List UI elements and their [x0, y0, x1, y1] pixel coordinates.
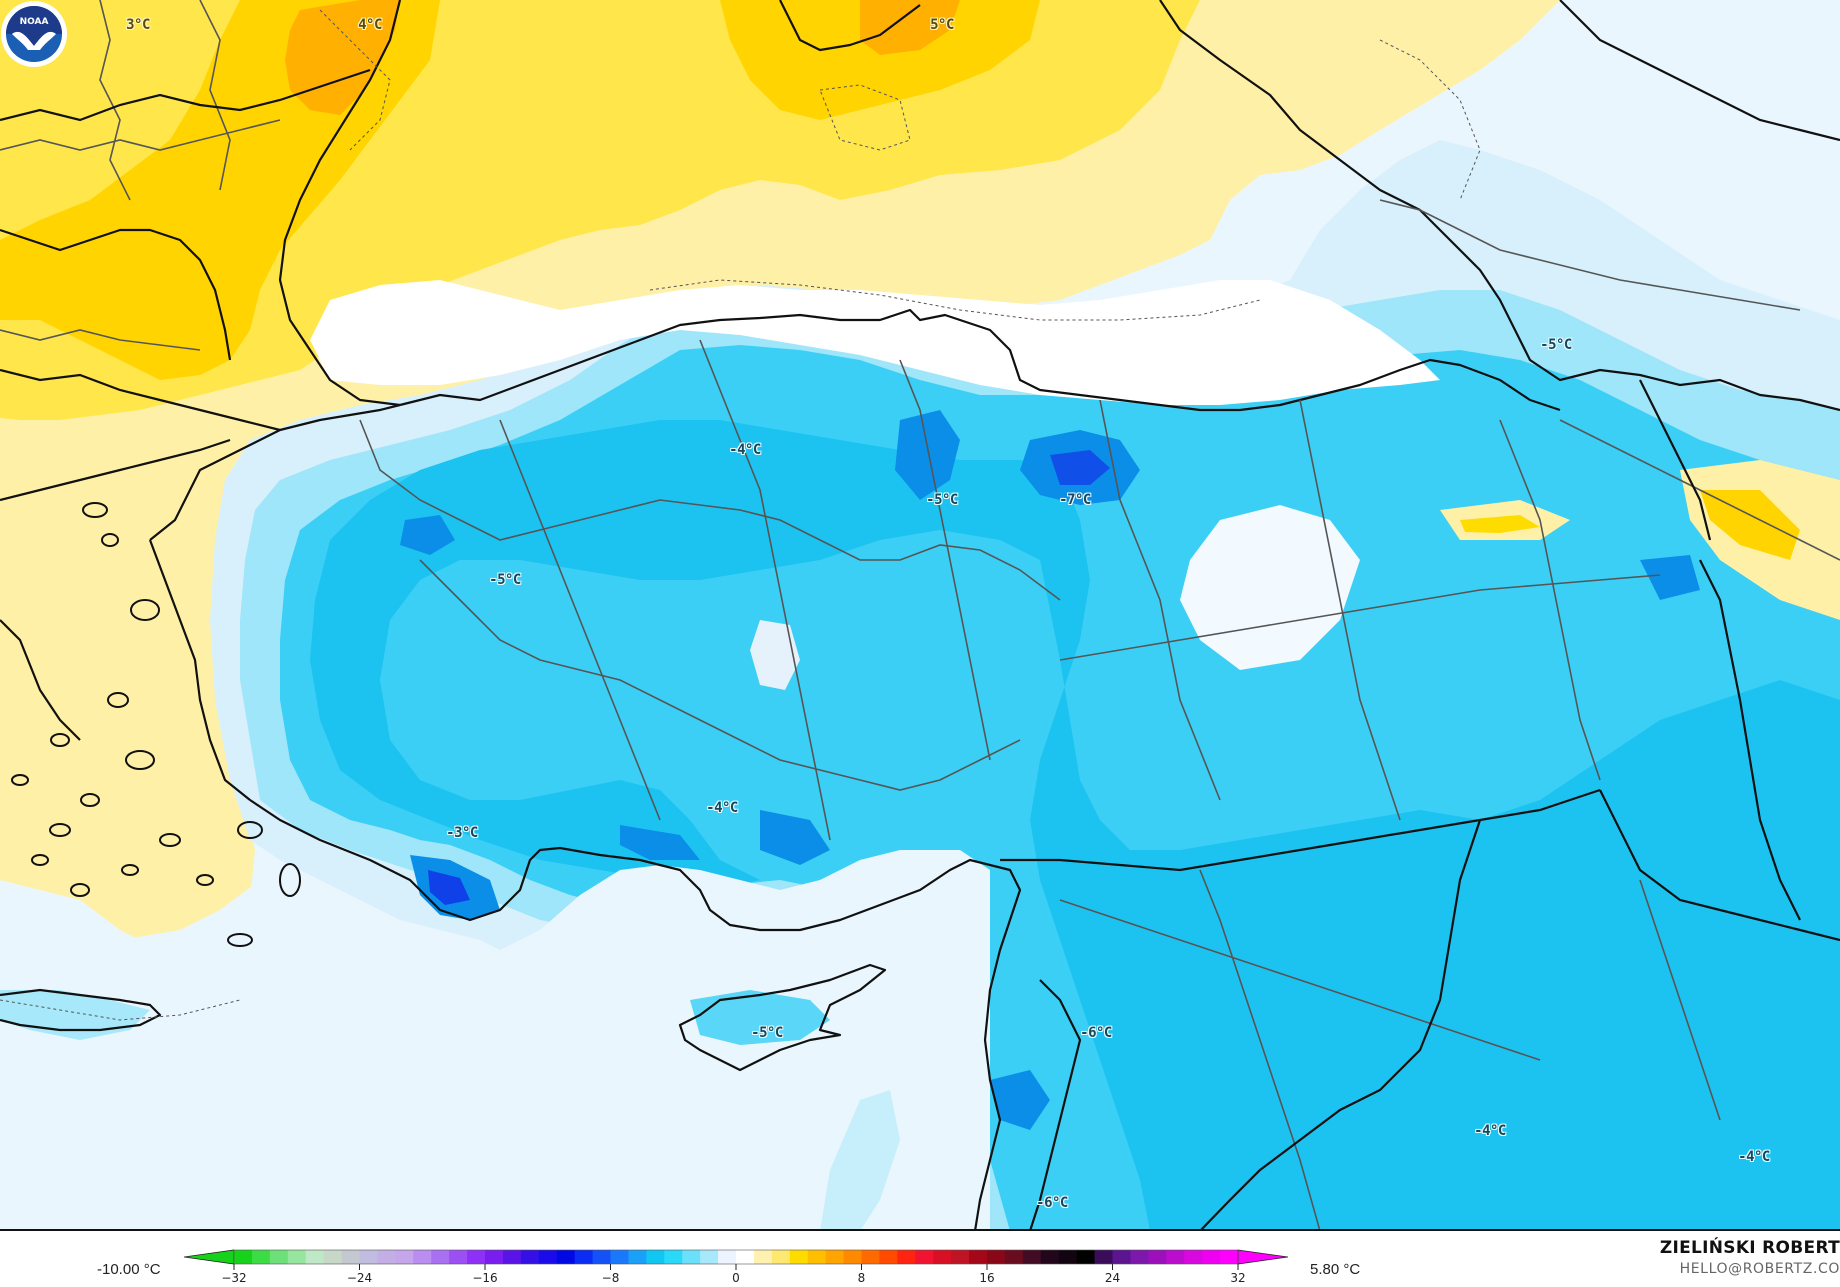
cold-spot-5	[620, 825, 700, 860]
aegean-coast-turkey	[148, 403, 401, 801]
colorbar-tick-label: −16	[472, 1271, 498, 1285]
svg-text:NOAA: NOAA	[20, 17, 49, 27]
national-borders	[0, 0, 1840, 1229]
temperature-label: -5°C	[489, 572, 521, 588]
cold-spot-1b	[1050, 450, 1110, 485]
admin-borders	[0, 0, 1840, 1229]
warm-region-orange	[285, 0, 400, 115]
cold-spot-8	[1640, 555, 1700, 600]
colorbar-tick-label: 32	[1230, 1271, 1246, 1285]
warm-pocket-east-1b	[1460, 515, 1540, 533]
contour-lines	[0, 9, 1481, 1021]
colorbar-tick-label: 24	[1104, 1271, 1121, 1285]
temperature-label: -6°C	[1080, 1025, 1112, 1041]
branding: ZIELIŃSKI ROBERT HELLO@ROBERTZ.CO	[1660, 1238, 1840, 1277]
temperature-label: 4°C	[358, 17, 382, 33]
legend-bar: -10.00 °C −32 −24 −16 −8 0 8 16 24 32 5.80 °C ZI…	[0, 1231, 1840, 1287]
warm-pocket-east-2b	[1700, 490, 1800, 560]
temperature-map: 3°C 4°C 5°C -5°C -4°C -5°C -7°C -5°C -4°C -3°C -5°…	[0, 0, 1840, 1231]
white-pocket-central	[750, 620, 800, 690]
colorbar-tick-label: −8	[601, 1271, 620, 1285]
cyprus-cold	[690, 990, 830, 1045]
black-sea-coast-south	[399, 308, 1561, 412]
black-sea-coast-north	[1159, 0, 1840, 412]
white-pocket-east	[1180, 505, 1360, 670]
temperature-label: -3°C	[446, 825, 478, 841]
author-name: ZIELIŃSKI ROBERT	[1659, 1238, 1840, 1258]
cold-spot-7	[990, 1070, 1050, 1130]
noaa-logo: NOAA	[1, 1, 67, 67]
map-canvas	[0, 0, 1840, 1229]
cold-spot-4	[760, 810, 830, 865]
cold-region-mid-2	[310, 420, 1840, 1229]
temperature-label: -5°C	[1540, 337, 1572, 353]
colorbar-tick-label: 8	[857, 1271, 866, 1285]
cyprus-coast	[678, 963, 887, 1072]
sea-cold-patch-2	[820, 1090, 900, 1229]
colorbar-tick-label: 16	[979, 1271, 995, 1285]
colorbar-max-label: 5.80 °C	[1310, 1261, 1361, 1278]
colorbar-min-label: -10.00 °C	[97, 1261, 161, 1278]
warm-region-strong-2	[720, 0, 1040, 120]
islands	[11, 502, 301, 947]
black-sea-coast-west	[278, 0, 402, 407]
warm-aegean-2	[0, 440, 230, 880]
colorbar	[184, 1249, 1289, 1270]
warm-region-orange-2	[860, 0, 960, 55]
temperature-label: -6°C	[1036, 1195, 1068, 1211]
colorbar-tick-label: −32	[221, 1271, 247, 1285]
temperature-label: -4°C	[729, 442, 761, 458]
temperature-label: 5°C	[930, 17, 954, 33]
temperature-label: 3°C	[126, 17, 150, 33]
cold-spot-2	[895, 410, 960, 500]
coastlines	[0, 0, 1840, 1229]
temperature-label: -4°C	[706, 800, 738, 816]
temperature-label: -7°C	[1059, 492, 1091, 508]
temperature-label: -5°C	[751, 1025, 783, 1041]
greece-coast	[0, 228, 232, 741]
mediterranean-coast-south-turkey	[249, 799, 1022, 1229]
cold-spot-3b	[428, 870, 470, 905]
colorbar-tick-label: 0	[732, 1271, 740, 1285]
temperature-label: -5°C	[926, 492, 958, 508]
temperature-label: -4°C	[1474, 1123, 1506, 1139]
temperature-label: -4°C	[1738, 1149, 1770, 1165]
black-sea-pale	[310, 280, 1440, 405]
crimea-coast	[779, 0, 921, 52]
author-email: HELLO@ROBERTZ.CO	[1679, 1261, 1840, 1277]
colorbar-tick-label: −24	[346, 1271, 373, 1285]
crete-coast	[0, 988, 162, 1032]
cold-spot-6	[400, 515, 455, 555]
